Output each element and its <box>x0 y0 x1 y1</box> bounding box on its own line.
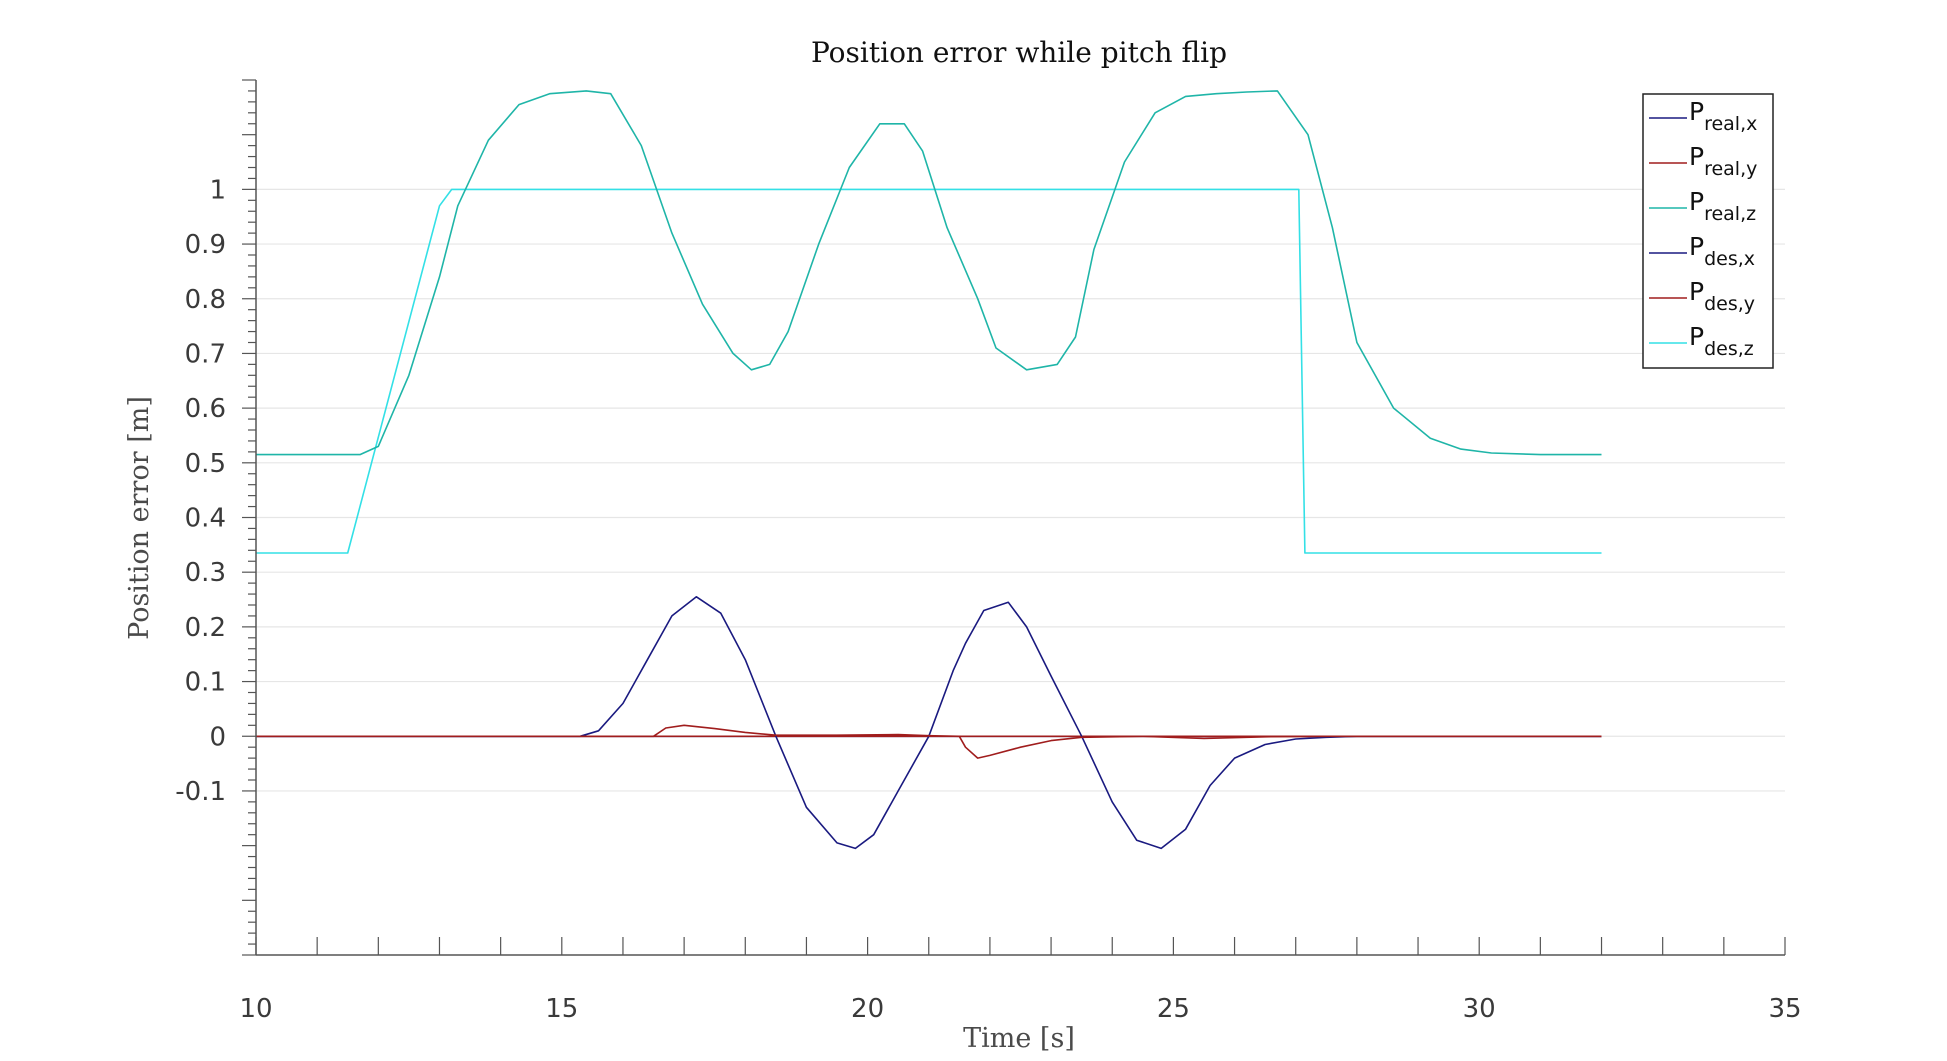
legend-box <box>1643 94 1773 368</box>
y-tick-label: 0.4 <box>185 504 226 534</box>
y-tick-label: 0.9 <box>185 230 226 260</box>
y-tick-label: 0.6 <box>185 394 226 424</box>
y-tick-label: -0.1 <box>175 777 226 807</box>
y-tick-label: 0.8 <box>185 285 226 315</box>
x-tick-label: 20 <box>851 994 884 1024</box>
y-tick-label: 0 <box>209 722 226 752</box>
y-tick-label: 0.1 <box>185 668 226 698</box>
series-layer <box>256 91 1602 849</box>
y-axis-label: Position error [m] <box>124 396 155 640</box>
series-line-real-y <box>256 725 1602 758</box>
x-tick-label: 10 <box>239 994 272 1024</box>
chart-title: Position error while pitch flip <box>811 36 1227 69</box>
ticks: 1 0.9 0.8 0.7 0.6 0.5 0.4 0.3 0.2 0.1 0 -0.1 10 15 20 2… <box>175 80 1801 1024</box>
x-tick-label: 25 <box>1157 994 1190 1024</box>
series-line-real-z <box>256 91 1602 455</box>
x-tick-label: 35 <box>1768 994 1801 1024</box>
y-tick-label: 0.2 <box>185 613 226 643</box>
x-tick-label: 15 <box>545 994 578 1024</box>
grid <box>256 189 1785 791</box>
y-tick-label: 0.5 <box>185 449 226 479</box>
series-line-real-x <box>256 597 1602 849</box>
x-tick-label: 30 <box>1463 994 1496 1024</box>
x-axis-label: Time [s] <box>963 1023 1075 1054</box>
y-tick-label: 0.7 <box>185 339 226 369</box>
y-tick-label: 1 <box>209 175 226 205</box>
y-tick-label: 0.3 <box>185 558 226 588</box>
